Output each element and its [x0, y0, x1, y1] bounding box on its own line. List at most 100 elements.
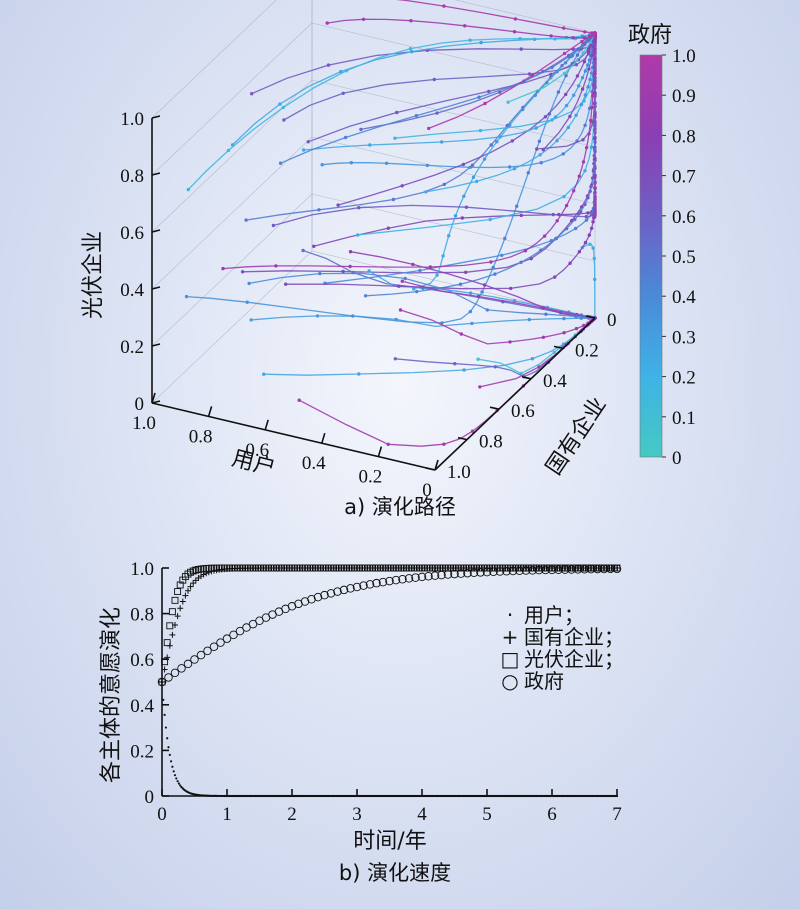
government-point [469, 568, 479, 578]
pv-enterprise-point [348, 564, 356, 572]
trajectory-point [584, 146, 589, 150]
trajectory-point [411, 262, 415, 267]
colorbar-gradient [639, 54, 663, 458]
trajectory-point [593, 156, 597, 161]
user-point [180, 785, 183, 789]
user-point [378, 794, 381, 798]
trajectory-point [551, 212, 555, 217]
user-point [475, 794, 478, 798]
state-enterprise-point [276, 565, 282, 572]
pv-enterprise-point [192, 566, 200, 574]
trajectory-point [356, 233, 360, 237]
user-point [367, 794, 370, 798]
user-point [212, 794, 216, 797]
pv-enterprise-point [543, 564, 551, 572]
state-enterprise-point [393, 565, 399, 571]
trajectory-point [348, 264, 352, 269]
state-enterprise-point [429, 565, 436, 571]
trajectory-point [315, 314, 320, 318]
trajectory-point [508, 165, 512, 169]
pv-enterprise-point [538, 564, 546, 572]
y-axis-label: 国有企业 [542, 393, 612, 480]
state-enterprise-point [473, 565, 480, 571]
pv-enterprise-point [158, 678, 166, 686]
state-enterprise-point [590, 565, 597, 571]
user-point [557, 794, 560, 798]
state-enterprise-point [239, 565, 246, 572]
trajectory-point [577, 250, 582, 254]
user-point [454, 794, 457, 798]
trajectory-point [489, 143, 493, 147]
user-point [237, 794, 240, 798]
user-point [504, 794, 507, 798]
user-point [523, 794, 526, 798]
user-point [597, 794, 600, 798]
state-enterprise-point [289, 565, 295, 572]
trajectory-point [593, 187, 597, 191]
pv-enterprise-point [610, 564, 618, 572]
trajectory-point [586, 38, 591, 42]
state-enterprise-point [281, 565, 288, 572]
state-enterprise-point [382, 565, 389, 571]
state-enterprise-point [203, 570, 210, 577]
state-enterprise-point [348, 565, 355, 571]
user-point [565, 794, 568, 798]
user-point [257, 794, 260, 798]
trajectory-point [442, 4, 446, 8]
pv-enterprise-point [415, 564, 423, 572]
pv-enterprise-point [337, 564, 345, 572]
user-point [315, 794, 318, 798]
user-point [302, 794, 305, 798]
government-point [209, 642, 219, 651]
pv-enterprise-point [512, 564, 520, 572]
trajectory-point [544, 312, 548, 316]
user-point [570, 794, 573, 798]
x-tick-mark [151, 392, 156, 404]
pv-enterprise-point [509, 564, 517, 572]
user-point [307, 794, 310, 798]
user-point [409, 794, 412, 798]
state-enterprise-point [486, 565, 493, 571]
trajectory-point [568, 114, 572, 119]
government-point [593, 564, 602, 574]
user-point [566, 794, 569, 798]
user-point [218, 794, 221, 798]
pv-enterprise-point [335, 564, 343, 572]
trajectory-point [512, 299, 517, 303]
government-point [196, 650, 206, 660]
pv-enterprise-point [272, 564, 280, 572]
state-enterprise-point [481, 565, 488, 571]
colorbar-label: 政府 [628, 23, 672, 48]
trajectory-point [515, 204, 519, 208]
x-tick-mark [377, 446, 383, 457]
pv-enterprise-point [475, 564, 483, 572]
b-x-tick-label: 6 [547, 804, 557, 825]
user-point [579, 794, 582, 798]
trajectory-point [587, 233, 591, 237]
state-enterprise-point [177, 605, 184, 612]
user-point [437, 794, 440, 798]
pv-enterprise-point [574, 564, 582, 572]
user-point [344, 794, 347, 798]
state-enterprise-point [286, 565, 293, 572]
user-point [602, 794, 606, 798]
trajectory-point [301, 148, 306, 152]
pv-enterprise-point [197, 565, 205, 573]
trajectory-point [583, 30, 587, 34]
user-point [225, 794, 229, 798]
user-point [483, 794, 486, 798]
user-point [248, 794, 251, 798]
trajectory-point [533, 93, 537, 98]
pv-enterprise-point [184, 570, 192, 578]
user-point [606, 794, 610, 798]
state-enterprise-point [497, 565, 503, 571]
state-enterprise-point [304, 565, 311, 572]
user-point [488, 794, 491, 798]
user-point [215, 794, 218, 798]
trajectory-point [468, 38, 472, 42]
user-point [194, 793, 197, 796]
user-point [491, 794, 494, 798]
user-point [199, 794, 203, 797]
government-point [443, 570, 453, 579]
user-point [482, 794, 485, 798]
